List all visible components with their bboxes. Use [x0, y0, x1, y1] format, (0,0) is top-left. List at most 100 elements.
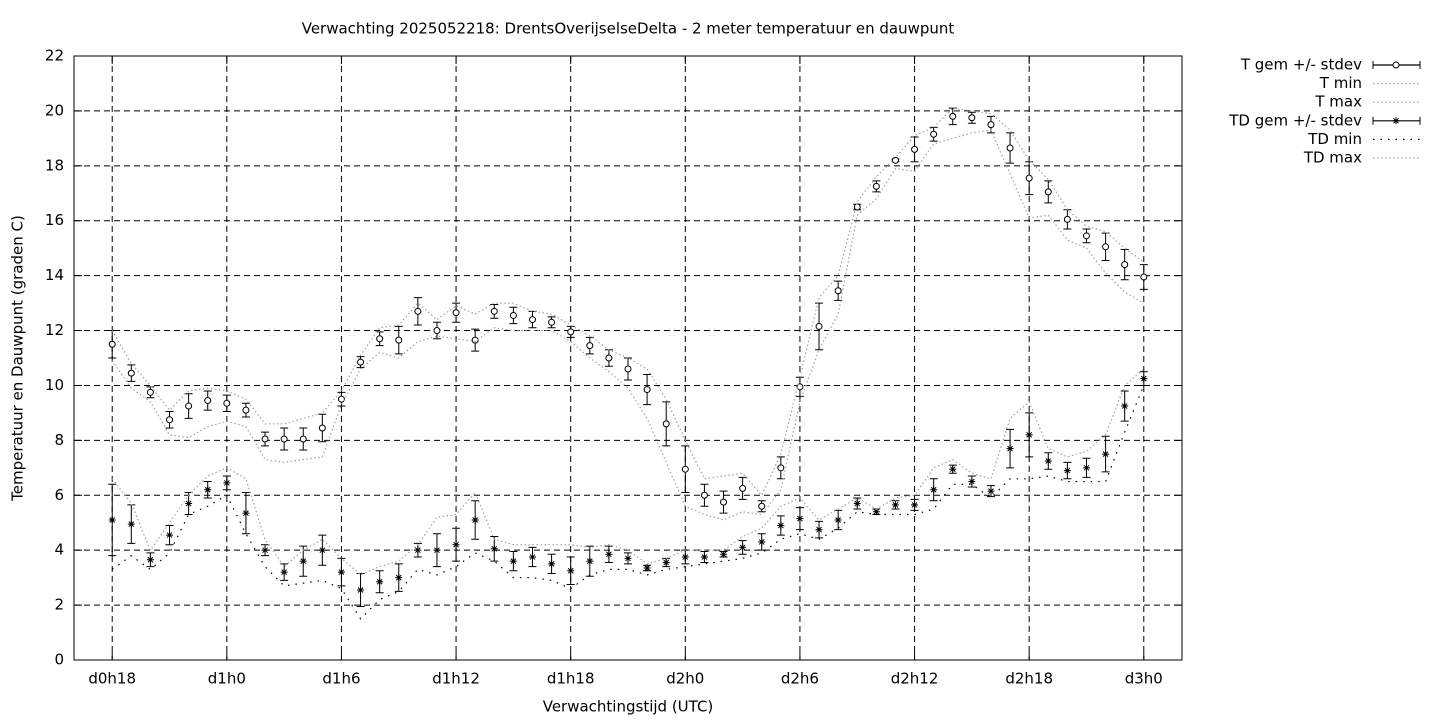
- point-marker: [471, 516, 479, 524]
- point-marker: [414, 546, 422, 554]
- point-marker: [700, 491, 708, 499]
- point-marker: [834, 287, 842, 295]
- point-marker: [223, 479, 231, 487]
- point-marker: [891, 501, 899, 509]
- point-marker: [1006, 144, 1014, 152]
- point-marker: [1006, 445, 1014, 453]
- point-marker: [127, 369, 135, 377]
- x-tick-label: d2h12: [891, 670, 939, 688]
- point-marker: [299, 557, 307, 565]
- point-marker: [414, 307, 422, 315]
- x-tick-label: d2h18: [1005, 670, 1053, 688]
- point-marker: [681, 465, 689, 473]
- point-marker: [796, 515, 804, 523]
- point-marker: [853, 500, 861, 508]
- legend-label: TD max: [1303, 149, 1362, 167]
- point-marker: [1063, 467, 1071, 475]
- point-marker: [720, 550, 728, 558]
- series-line: [111, 385, 1145, 620]
- point-marker: [528, 553, 536, 561]
- y-tick-label: 22: [45, 47, 64, 65]
- point-marker: [376, 578, 384, 586]
- point-marker: [911, 501, 919, 509]
- legend-label: T max: [1314, 93, 1362, 111]
- y-tick-label: 8: [54, 431, 64, 449]
- point-marker: [777, 521, 785, 529]
- point-marker: [968, 478, 976, 486]
- y-tick-label: 16: [45, 211, 64, 229]
- point-marker: [146, 556, 154, 564]
- point-marker: [586, 342, 594, 350]
- point-marker: [739, 484, 747, 492]
- point-marker: [643, 564, 651, 572]
- point-marker: [1121, 402, 1129, 410]
- point-marker: [223, 399, 231, 407]
- point-marker: [1044, 457, 1052, 465]
- point-marker: [433, 546, 441, 554]
- point-marker: [911, 145, 919, 153]
- point-marker: [166, 416, 174, 424]
- point-marker: [242, 406, 250, 414]
- point-marker: [853, 203, 861, 211]
- y-tick-label: 2: [54, 596, 64, 614]
- point-marker: [108, 340, 116, 348]
- point-marker: [452, 309, 460, 317]
- y-axis-label: Temperatuur en Dauwpunt (graden C): [9, 215, 27, 502]
- x-axis-label: Verwachtingstijd (UTC): [543, 698, 714, 716]
- point-marker: [1082, 232, 1090, 240]
- y-tick-label: 0: [54, 651, 64, 669]
- point-marker: [357, 358, 365, 366]
- point-marker: [1102, 243, 1110, 251]
- point-marker: [357, 586, 365, 594]
- point-marker: [1140, 375, 1148, 383]
- point-marker: [1102, 450, 1110, 458]
- legend-label: T min: [1319, 74, 1362, 92]
- series-line: [111, 368, 1145, 576]
- point-marker: [548, 318, 556, 326]
- point-marker: [758, 538, 766, 546]
- point-marker: [720, 498, 728, 506]
- point-marker: [1063, 215, 1071, 223]
- legend-swatch: [1372, 61, 1421, 69]
- point-marker: [490, 307, 498, 315]
- series-line: [111, 129, 1145, 521]
- point-marker: [299, 435, 307, 443]
- point-marker: [509, 311, 517, 319]
- point-marker: [643, 386, 651, 394]
- point-marker: [1025, 174, 1033, 182]
- point-marker: [204, 486, 212, 494]
- point-marker: [739, 543, 747, 551]
- point-marker: [490, 545, 498, 553]
- y-tick-label: 18: [45, 156, 64, 174]
- x-tick-label: d2h6: [781, 670, 819, 688]
- point-marker: [605, 354, 613, 362]
- point-marker: [376, 335, 384, 343]
- point-marker: [662, 420, 670, 428]
- point-marker: [471, 336, 479, 344]
- point-marker: [261, 435, 269, 443]
- point-marker: [1044, 188, 1052, 196]
- x-tick-label: d3h0: [1125, 670, 1163, 688]
- point-marker: [127, 520, 135, 528]
- point-marker: [337, 568, 345, 576]
- point-marker: [1082, 464, 1090, 472]
- point-marker: [509, 557, 517, 565]
- point-marker: [395, 574, 403, 582]
- point-marker: [930, 130, 938, 138]
- point-marker: [586, 557, 594, 565]
- point-marker: [166, 531, 174, 539]
- x-tick-label: d1h0: [208, 670, 246, 688]
- point-marker: [185, 402, 193, 410]
- point-marker: [949, 465, 957, 473]
- point-marker: [891, 156, 899, 164]
- point-marker: [681, 553, 689, 561]
- point-marker: [758, 502, 766, 510]
- legend-label: T gem +/- stdev: [1240, 56, 1362, 74]
- y-tick-label: 6: [54, 486, 64, 504]
- point-marker: [452, 541, 460, 549]
- point-marker: [624, 554, 632, 562]
- y-tick-label: 12: [45, 321, 64, 339]
- x-tick-label: d1h12: [432, 670, 480, 688]
- point-marker: [987, 121, 995, 129]
